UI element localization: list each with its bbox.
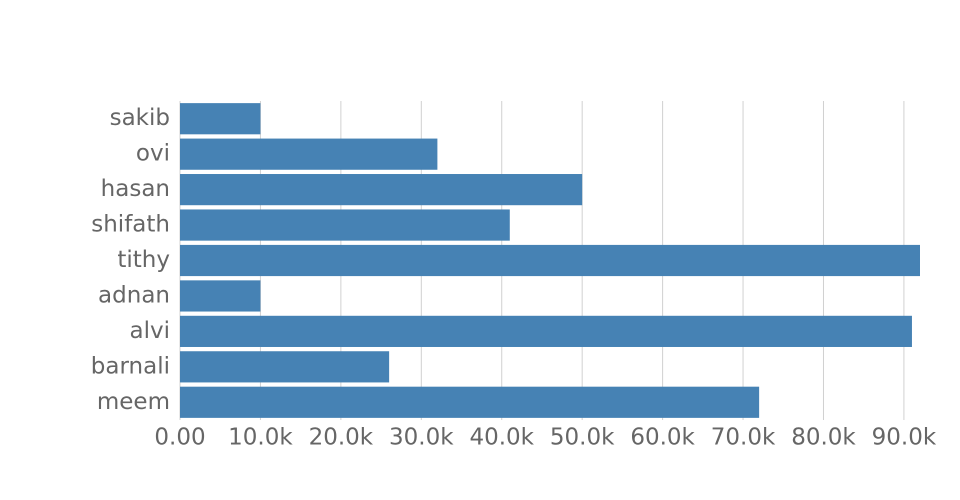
bar [180,209,510,241]
x-tick-label: 70.0k [711,425,776,451]
x-tick-label: 90.0k [872,425,937,451]
y-tick-label: sakib [110,105,170,131]
x-tick-label: 30.0k [389,425,454,451]
x-tick-label: 10.0k [228,425,293,451]
x-tick-label: 80.0k [791,425,856,451]
y-tick-label: alvi [130,318,171,344]
y-tick-label: ovi [136,141,170,167]
x-tick-label: 40.0k [469,425,534,451]
bar [180,351,390,383]
y-tick-label: hasan [101,176,170,202]
bar [180,315,912,347]
x-tick-label: 20.0k [309,425,374,451]
y-tick-label: shifath [91,212,170,238]
x-tick-label: 60.0k [630,425,695,451]
x-tick-label: 50.0k [550,425,615,451]
y-tick-label: meem [97,389,170,415]
bar [180,280,261,312]
bar [180,386,760,418]
bar [180,244,920,277]
bar [180,174,583,206]
bar [180,103,261,135]
y-tick-label: tithy [117,247,170,273]
y-tick-label: adnan [98,282,170,308]
y-tick-label: barnali [91,353,170,379]
x-tick-label: 0.00 [154,425,205,451]
bar [180,138,438,170]
